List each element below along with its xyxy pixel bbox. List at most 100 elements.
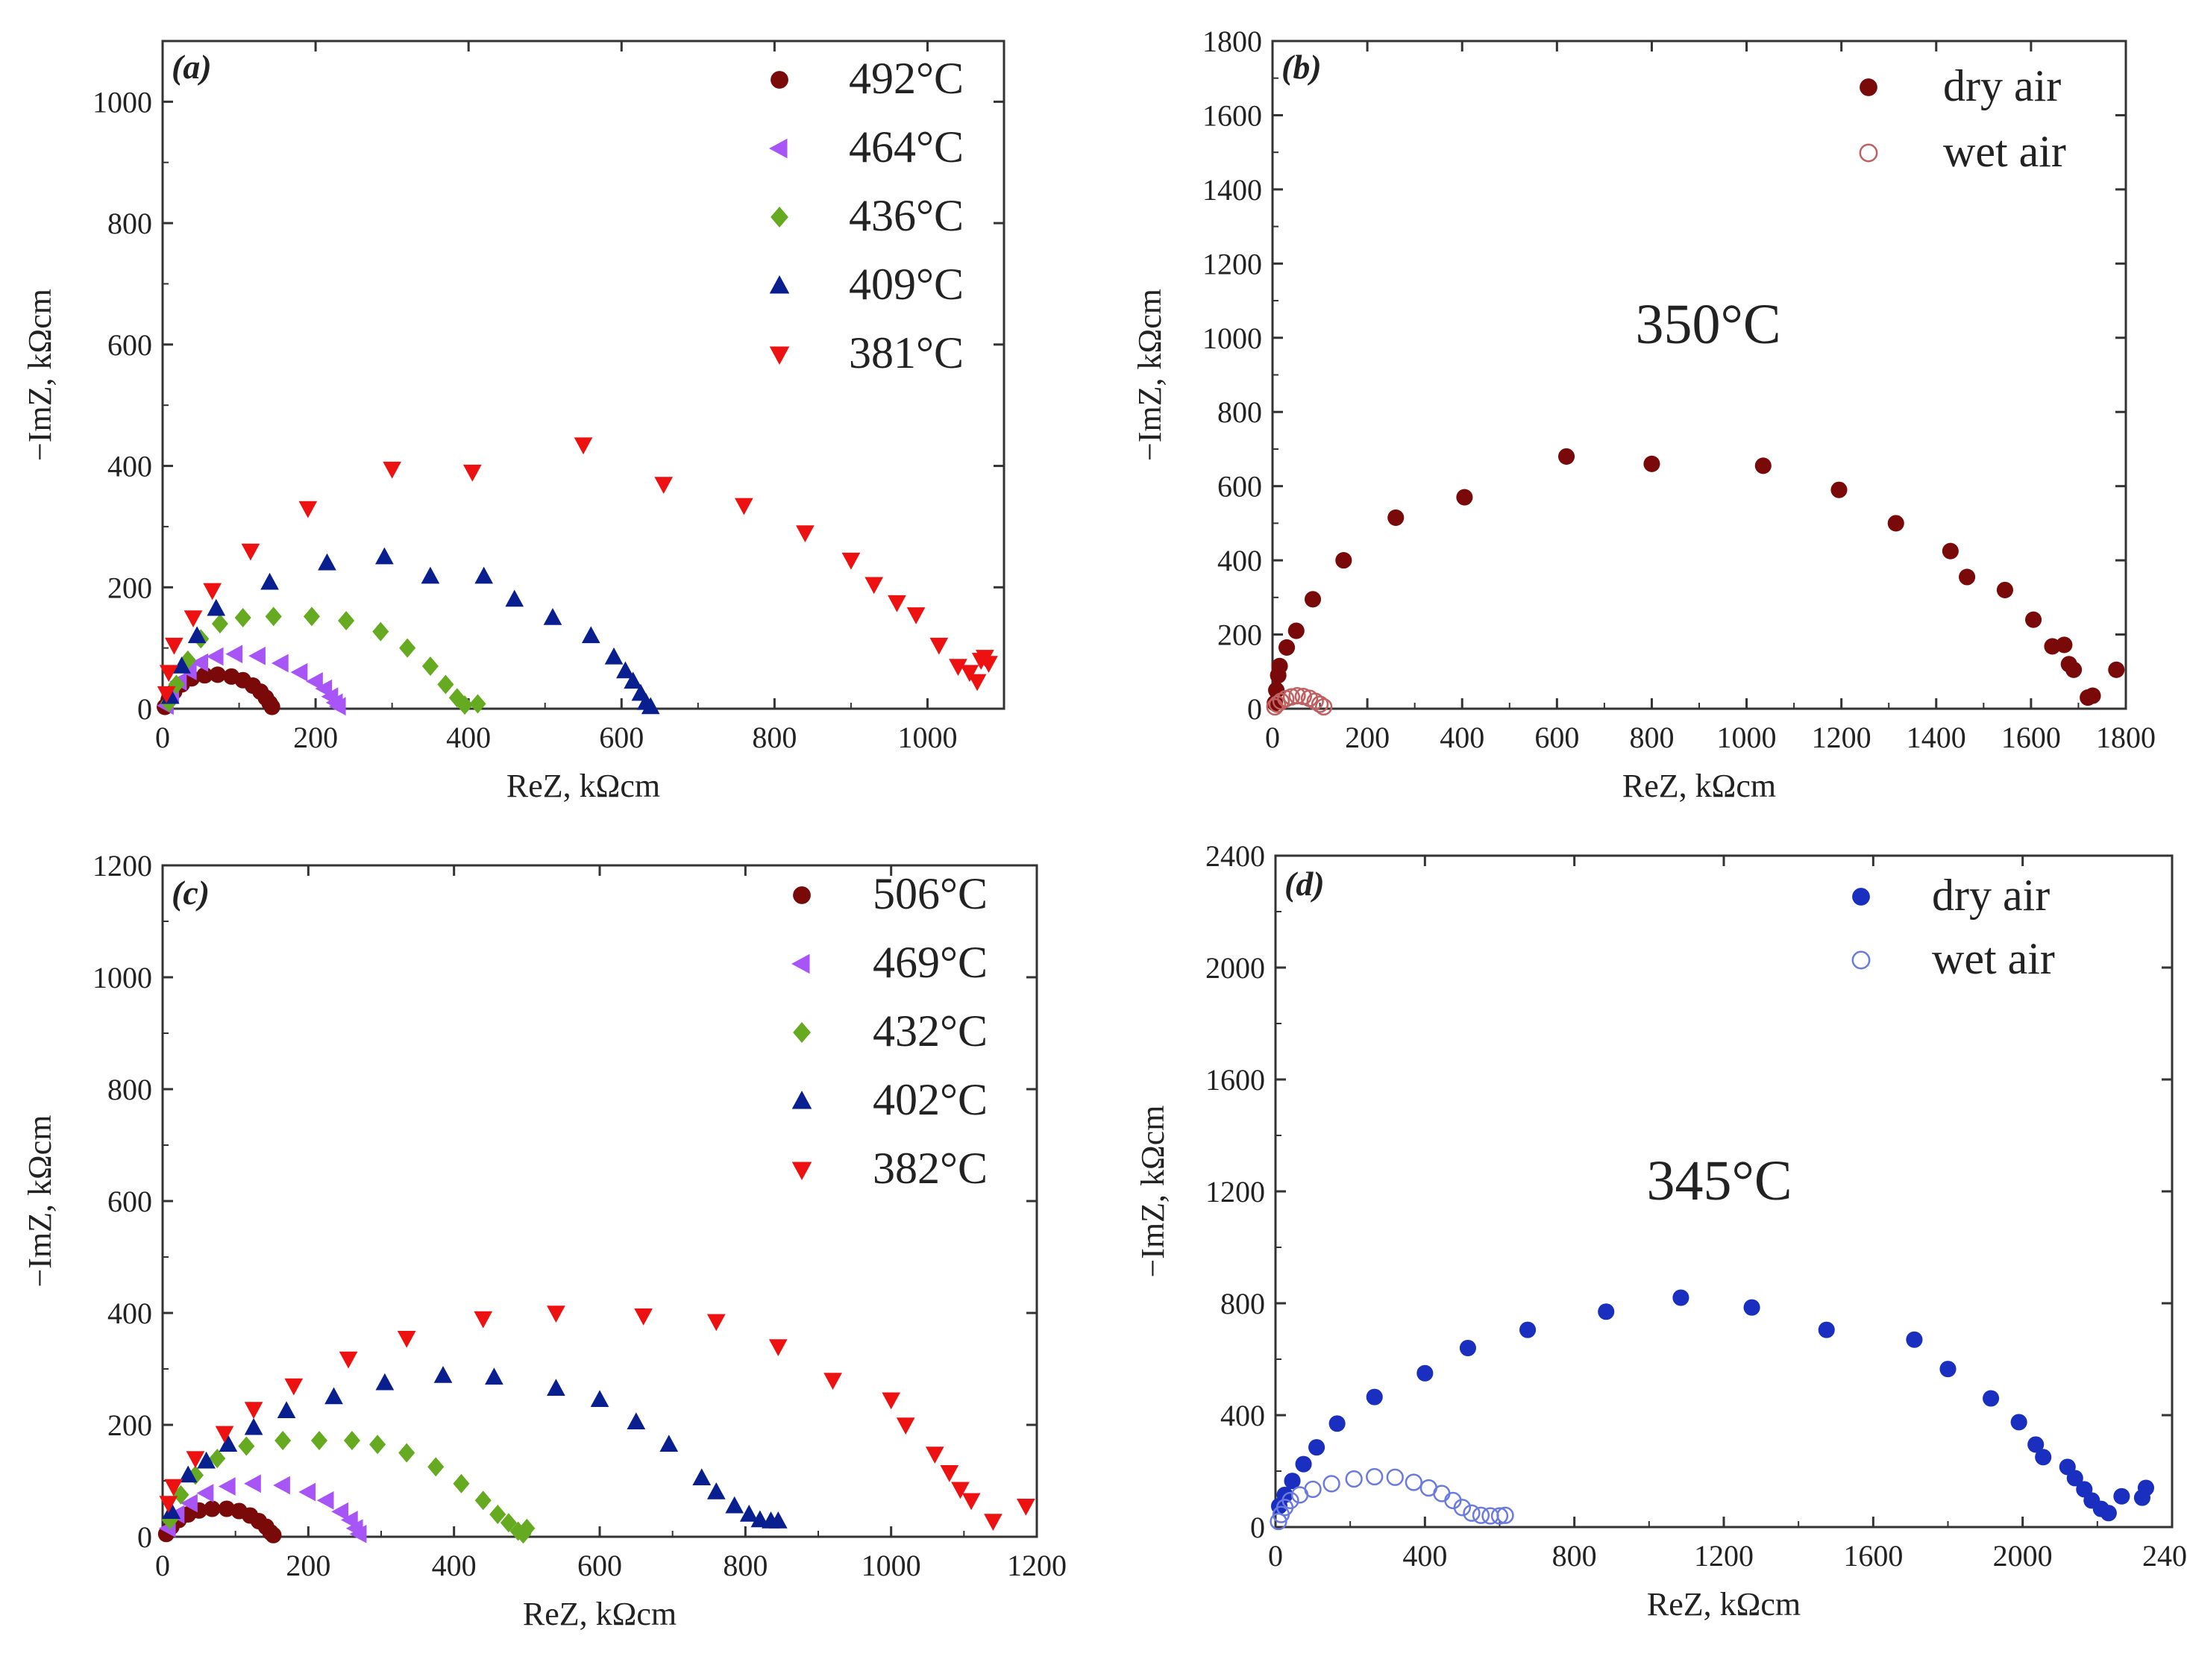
data-point <box>398 1331 416 1348</box>
legend-entry: 506°C <box>873 869 988 918</box>
data-point <box>219 1477 236 1496</box>
data-point <box>2025 612 2042 628</box>
data-point <box>383 462 401 479</box>
x-tick-label: 2000 <box>1993 1539 2053 1573</box>
data-point <box>298 501 317 518</box>
data-point <box>207 599 225 616</box>
y-tick-label: 200 <box>107 571 152 604</box>
data-point <box>375 548 394 565</box>
x-axis-title: ReZ, kΩcm <box>1647 1586 1801 1623</box>
y-tick-label: 0 <box>137 692 152 726</box>
x-axis-title: ReZ, kΩcm <box>523 1596 677 1632</box>
data-point <box>929 638 948 655</box>
data-point <box>203 583 222 601</box>
y-tick-label: 200 <box>1217 618 1262 652</box>
data-point <box>627 1412 645 1429</box>
y-tick-label: 1200 <box>1205 1175 1265 1209</box>
data-point <box>1367 1389 1383 1405</box>
data-point <box>1755 457 1772 474</box>
x-tick-label: 800 <box>752 721 797 754</box>
data-point <box>1434 1486 1449 1502</box>
y-tick-label: 0 <box>1250 1511 1265 1544</box>
data-point <box>2084 688 2100 704</box>
data-point <box>842 553 861 570</box>
panel-b: 0 200 400 600 800 1000 1200 1400 1600 1800 0 200 400… <box>1132 25 2156 804</box>
y-tick-label: 800 <box>1220 1287 1265 1320</box>
data-point <box>376 1373 395 1391</box>
legend-entry: 382°C <box>873 1144 988 1193</box>
x-tick-label: 1200 <box>1694 1539 1754 1573</box>
data-point <box>2108 662 2124 678</box>
x-tick-label: 600 <box>1534 721 1579 754</box>
data-point <box>574 437 593 454</box>
panel-label: (c) <box>172 874 210 912</box>
legend-entry: dry air <box>1943 61 2061 110</box>
data-point <box>197 1484 214 1502</box>
data-point <box>926 1447 944 1464</box>
data-point <box>272 654 289 673</box>
data-point <box>591 1390 609 1407</box>
data-point <box>1939 1361 1956 1377</box>
x-tick-label: 1000 <box>862 1549 921 1582</box>
data-point <box>823 1373 842 1390</box>
data-point <box>796 525 815 542</box>
legend-entry: 436°C <box>849 191 964 240</box>
data-point <box>1483 1508 1499 1524</box>
data-point <box>2011 1414 2027 1430</box>
data-point <box>1278 639 1295 656</box>
data-point <box>225 645 242 663</box>
panel-label: (d) <box>1284 865 1325 903</box>
data-point <box>882 1393 900 1410</box>
data-point <box>298 1483 316 1502</box>
panel-c: 0 200 400 600 800 1000 1200 0 200 400 600 800 1000 12… <box>22 849 1067 1632</box>
y-tick-label: 1000 <box>92 85 152 119</box>
legend-marker <box>770 275 790 294</box>
data-point <box>265 1527 281 1543</box>
x-tick-label: 0 <box>155 1549 170 1582</box>
data-point <box>1017 1499 1035 1516</box>
temperature-annotation: 345°C <box>1646 1150 1792 1212</box>
y-tick-label: 800 <box>107 207 152 240</box>
legend-entry: 469°C <box>873 938 988 987</box>
data-point <box>1308 1439 1325 1455</box>
x-tick-label: 600 <box>599 721 644 754</box>
data-point <box>940 1465 958 1482</box>
data-point <box>474 1311 492 1329</box>
series-2 <box>160 607 486 715</box>
data-point <box>344 1431 360 1450</box>
y-tick-label: 1600 <box>1202 98 1262 132</box>
x-axis-title: ReZ, kΩcm <box>1622 768 1776 804</box>
legend-entry: wet air <box>1943 127 2066 176</box>
data-point <box>248 647 266 665</box>
series-0 <box>1267 448 2124 712</box>
series-3 <box>161 548 660 715</box>
data-point <box>1329 1415 1346 1432</box>
x-tick-label: 1600 <box>1843 1539 1903 1573</box>
x-tick-label: 800 <box>723 1549 768 1582</box>
data-point <box>1942 543 1959 560</box>
data-point <box>1288 623 1305 639</box>
legend-marker <box>770 347 790 366</box>
y-tick-label: 1200 <box>1202 247 1262 280</box>
data-point <box>735 498 753 515</box>
data-point <box>1387 510 1404 526</box>
y-axis-title: −ImZ, kΩcm <box>1135 1105 1171 1277</box>
x-tick-label: 200 <box>1345 721 1390 754</box>
y-tick-label: 1800 <box>1202 25 1262 58</box>
data-point <box>984 1514 1002 1531</box>
data-point <box>2113 1488 2130 1505</box>
y-axis-title: −ImZ, kΩcm <box>1132 289 1168 461</box>
x-tick-label: 800 <box>1552 1539 1597 1573</box>
data-point <box>962 1493 981 1511</box>
data-point <box>888 595 906 612</box>
data-point <box>245 1402 263 1419</box>
data-point <box>235 608 251 627</box>
panel-label: (b) <box>1281 48 1322 86</box>
y-tick-label: 400 <box>1220 1399 1265 1432</box>
data-point <box>605 648 624 665</box>
data-point <box>1888 515 1904 531</box>
data-point <box>654 477 673 494</box>
data-point <box>2138 1479 2154 1496</box>
data-point <box>398 1444 415 1463</box>
